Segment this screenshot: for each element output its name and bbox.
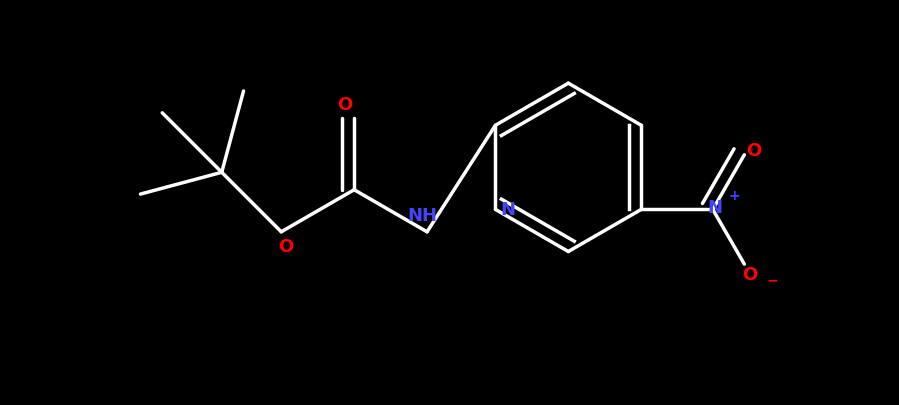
Text: O: O	[742, 265, 757, 284]
Text: +: +	[729, 188, 741, 202]
Text: O: O	[336, 96, 352, 114]
Text: NH: NH	[407, 207, 437, 224]
Text: O: O	[746, 141, 761, 160]
Text: −: −	[766, 272, 778, 286]
Text: N: N	[708, 199, 722, 217]
Text: O: O	[279, 237, 294, 255]
Text: N: N	[501, 201, 515, 219]
